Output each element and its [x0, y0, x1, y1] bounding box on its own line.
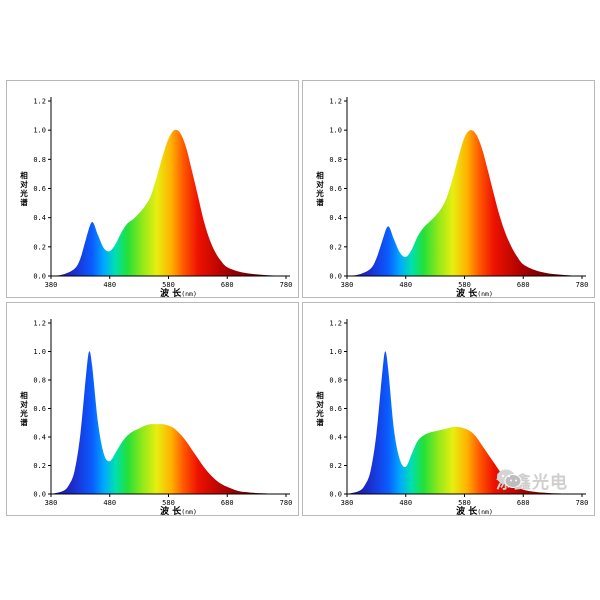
- x-axis-label: 波 长(nm): [456, 505, 493, 517]
- y-tick-label: 0.8: [33, 156, 46, 164]
- chart-panel-top-left: 0.0 0.2 0.4 0.6 0.8 1.0 1.2 380 480 580 680 780 波 长(…: [6, 80, 299, 299]
- y-tick-label: 0.8: [329, 377, 342, 385]
- x-tick-label: 680: [221, 499, 234, 507]
- x-tick-label: 580: [162, 499, 175, 507]
- y-tick-label: 1.0: [329, 127, 342, 135]
- x-tick-label: 380: [45, 499, 58, 507]
- y-tick-label: 0.4: [329, 434, 342, 442]
- y-tick-label: 1.2: [329, 98, 342, 106]
- x-tick-label: 380: [341, 281, 354, 289]
- y-tick-label: 0.2: [33, 462, 46, 470]
- watermark: 添鑫光电: [496, 468, 568, 493]
- y-tick-label: 0.4: [33, 434, 46, 442]
- spectrum-area: [347, 130, 582, 276]
- x-axis-label: 波 长(nm): [160, 287, 197, 299]
- y-tick-label: 0.2: [33, 243, 46, 251]
- y-tick-label: 0.6: [33, 405, 46, 413]
- x-tick-label: 480: [103, 499, 116, 507]
- spectrum-chart-3: 0.0 0.2 0.4 0.6 0.8 1.0 1.2 380 480 580 680 780 波 长(…: [19, 319, 293, 517]
- y-tick-label: 1.0: [33, 127, 46, 135]
- y-tick-label: 0.0: [329, 491, 342, 499]
- y-tick-label: 0.2: [329, 462, 342, 470]
- x-tick-label: 780: [576, 499, 589, 507]
- x-tick-label: 580: [458, 281, 471, 289]
- x-tick-label: 480: [399, 281, 412, 289]
- y-axis-label: 相对光谱: [19, 390, 28, 427]
- x-tick-label: 480: [399, 499, 412, 507]
- y-tick-label: 1.2: [33, 98, 46, 106]
- y-tick-label: 0.2: [329, 243, 342, 251]
- y-tick-label: 1.2: [329, 320, 342, 328]
- y-tick-label: 1.0: [33, 348, 46, 356]
- y-tick-label: 1.2: [33, 320, 46, 328]
- chart-panel-bottom-right: 0.0 0.2 0.4 0.6 0.8 1.0 1.2 380 480 580 680 780 波 长(…: [302, 302, 595, 517]
- y-axis-label: 相对光谱: [315, 170, 324, 207]
- x-tick-label: 680: [517, 499, 530, 507]
- x-tick-label: 680: [517, 281, 530, 289]
- x-tick-label: 580: [458, 499, 471, 507]
- x-tick-label: 580: [162, 281, 175, 289]
- y-axis-label: 相对光谱: [315, 390, 324, 427]
- x-tick-label: 780: [576, 281, 589, 289]
- x-tick-label: 780: [280, 499, 293, 507]
- spectrum-area: [347, 351, 582, 494]
- y-tick-label: 0.8: [329, 156, 342, 164]
- x-axis-label: 波 长(nm): [456, 287, 493, 299]
- y-tick-label: 0.6: [329, 185, 342, 193]
- wechat-icon: [497, 469, 522, 488]
- x-tick-label: 480: [103, 281, 116, 289]
- x-axis-label: 波 长(nm): [160, 505, 197, 517]
- y-tick-label: 0.0: [329, 273, 342, 281]
- spectrum-chart-4: 0.0 0.2 0.4 0.6 0.8 1.0 1.2 380 480 580 680 780 波 长(…: [315, 319, 589, 517]
- spectrum-chart-2: 0.0 0.2 0.4 0.6 0.8 1.0 1.2 380 480 580 680 780 波 长(…: [315, 97, 589, 299]
- spectrum-chart-1: 0.0 0.2 0.4 0.6 0.8 1.0 1.2 380 480 580 680 780 波 长(…: [19, 97, 293, 299]
- x-tick-label: 680: [221, 281, 234, 289]
- spectrum-area: [51, 351, 286, 494]
- chart-panel-top-right: 0.0 0.2 0.4 0.6 0.8 1.0 1.2 380 480 580 680 780 波 长(…: [302, 80, 595, 299]
- x-tick-label: 380: [45, 281, 58, 289]
- x-tick-label: 380: [341, 499, 354, 507]
- x-tick-label: 780: [280, 281, 293, 289]
- y-tick-label: 0.8: [33, 377, 46, 385]
- y-tick-label: 1.0: [329, 348, 342, 356]
- spectrum-area: [51, 129, 286, 276]
- y-tick-label: 0.6: [329, 405, 342, 413]
- y-tick-label: 0.0: [33, 491, 46, 499]
- y-axis-label: 相对光谱: [19, 170, 28, 207]
- y-tick-label: 0.4: [33, 214, 46, 222]
- y-tick-label: 0.0: [33, 273, 46, 281]
- y-tick-label: 0.4: [329, 214, 342, 222]
- y-tick-label: 0.6: [33, 185, 46, 193]
- chart-panel-bottom-left: 0.0 0.2 0.4 0.6 0.8 1.0 1.2 380 480 580 680 780 波 长(…: [6, 302, 299, 517]
